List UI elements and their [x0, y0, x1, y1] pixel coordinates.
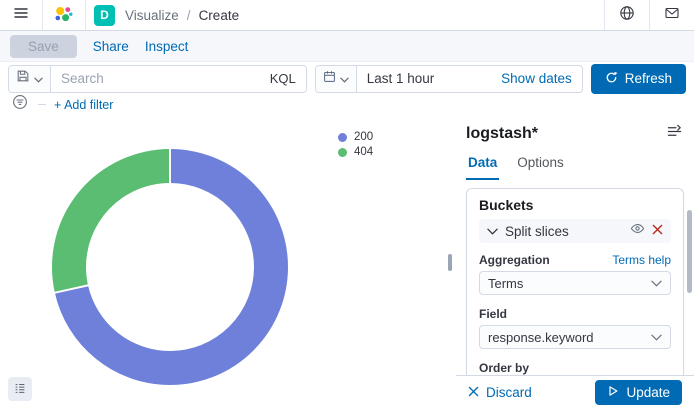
update-label: Update	[626, 385, 670, 400]
date-picker-button[interactable]	[315, 65, 357, 92]
list-icon	[13, 381, 27, 398]
split-slices-label: Split slices	[505, 223, 569, 239]
filter-circle-icon	[12, 94, 28, 115]
legend-item-404[interactable]: 404	[338, 146, 373, 158]
eye-icon[interactable]	[630, 221, 645, 241]
donut-chart[interactable]	[40, 137, 300, 397]
time-range-value[interactable]: Last 1 hour	[366, 71, 435, 86]
field-select[interactable]: response.keyword	[479, 325, 671, 349]
legend-dot	[338, 147, 347, 157]
search-input[interactable]	[51, 71, 260, 86]
breadcrumb-create: Create	[198, 7, 240, 23]
update-button[interactable]: Update	[595, 380, 682, 405]
editor-panel: logstash* Data Options Buckets Split sli…	[456, 115, 694, 408]
add-filter-button[interactable]: + Add filter	[54, 97, 114, 112]
time-picker-control: Last 1 hour Show dates	[314, 64, 583, 93]
discard-button[interactable]: Discard	[468, 385, 532, 400]
floppy-save-icon	[16, 69, 30, 88]
inspect-button[interactable]: Inspect	[144, 38, 189, 54]
refresh-label: Refresh	[624, 71, 672, 86]
envelope-icon	[664, 5, 680, 26]
breadcrumb: Visualize / Create	[125, 8, 239, 23]
resize-grip[interactable]	[448, 253, 452, 271]
show-dates-button[interactable]: Show dates	[501, 71, 572, 86]
panel-tabs: Data Options	[466, 151, 684, 180]
tab-options[interactable]: Options	[517, 155, 564, 170]
menu-right-icon	[667, 124, 682, 144]
main-content: 200 404 logstash* Data Options Buckets	[0, 115, 694, 408]
elastic-logo-icon	[55, 7, 73, 22]
elastic-logo[interactable]	[51, 2, 77, 28]
breadcrumb-visualize[interactable]: Visualize	[125, 7, 179, 23]
header-divider	[649, 0, 650, 30]
legend-item-200[interactable]: 200	[338, 131, 373, 143]
header-divider	[42, 0, 43, 30]
close-icon	[468, 385, 479, 400]
breadcrumb-separator: /	[186, 7, 191, 23]
filter-divider	[38, 104, 46, 105]
remove-bucket-icon[interactable]	[652, 222, 663, 240]
saved-query-button[interactable]	[9, 65, 51, 92]
refresh-icon	[605, 71, 618, 87]
collapse-panel-button[interactable]	[664, 124, 684, 144]
panel-scrollbar[interactable]	[687, 210, 692, 293]
buckets-card: Buckets Split slices Aggregation Terms h…	[466, 188, 684, 375]
newsfeed-button[interactable]	[659, 2, 685, 28]
share-button[interactable]: Share	[92, 38, 129, 54]
visualize-toolbar: Save Share Inspect	[0, 31, 694, 62]
help-globe-button[interactable]	[614, 2, 640, 28]
chart-legend: 200 404	[338, 131, 373, 158]
slice-separator	[53, 284, 90, 294]
refresh-button[interactable]: Refresh	[590, 63, 686, 94]
field-value: response.keyword	[488, 329, 594, 345]
play-icon	[607, 385, 619, 400]
globe-icon	[619, 5, 635, 26]
query-language-button[interactable]: KQL	[269, 71, 296, 86]
terms-help-link[interactable]: Terms help	[612, 253, 671, 267]
filter-menu-button[interactable]	[10, 95, 30, 115]
buckets-title: Buckets	[479, 197, 534, 213]
chevron-down-icon	[339, 70, 349, 88]
chevron-down-icon	[34, 70, 43, 88]
filter-bar: + Add filter	[0, 94, 694, 115]
discard-label: Discard	[486, 385, 532, 400]
panel-footer: Discard Update	[456, 375, 694, 408]
header-divider	[85, 0, 86, 30]
split-slices-accordion[interactable]: Split slices	[479, 219, 671, 243]
aggregation-label: Aggregation	[479, 253, 550, 267]
header-divider	[604, 0, 605, 30]
hamburger-icon	[13, 5, 29, 26]
panel-resizer	[444, 115, 456, 408]
chevron-down-icon	[487, 222, 498, 240]
chart-area: 200 404	[0, 115, 444, 408]
top-header: D Visualize / Create	[0, 0, 694, 31]
aggregation-value: Terms	[488, 275, 524, 291]
legend-toggle-button[interactable]	[8, 377, 32, 401]
space-badge[interactable]: D	[94, 4, 115, 26]
order-by-label: Order by	[479, 361, 530, 375]
chevron-down-icon	[651, 274, 662, 292]
legend-label: 404	[354, 146, 374, 158]
aggregation-select[interactable]: Terms	[479, 271, 671, 295]
tab-data[interactable]: Data	[466, 151, 500, 180]
index-pattern-title: logstash*	[466, 125, 539, 142]
query-bar: KQL Last 1 hour Show dates Refresh	[0, 62, 694, 94]
legend-label: 200	[354, 131, 374, 143]
search-control: KQL	[8, 64, 307, 93]
save-button[interactable]: Save	[10, 34, 77, 58]
field-label: Field	[479, 307, 508, 321]
legend-dot	[338, 132, 347, 142]
menu-button[interactable]	[8, 2, 34, 28]
calendar-icon	[323, 70, 336, 88]
chevron-down-icon	[651, 328, 662, 346]
